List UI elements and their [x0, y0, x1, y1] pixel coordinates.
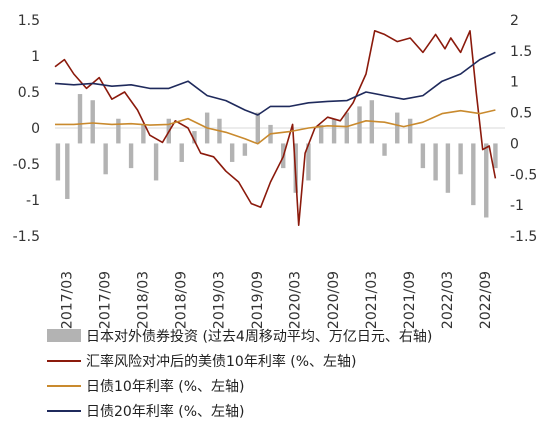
x-tick-label: 2020/03 — [288, 271, 304, 329]
bar — [318, 124, 324, 144]
right-tick-label: -1.5 — [510, 229, 537, 245]
bar — [382, 143, 387, 156]
left-tick-label: -1 — [26, 193, 40, 209]
bar — [357, 106, 362, 144]
left-axis-ticks: 1.5 1 0.5 0 -0.5 -1 -1.5 — [13, 13, 40, 245]
series-line-1 — [54, 29, 497, 226]
bar-series — [55, 94, 498, 218]
x-tick-label: 2018/09 — [174, 271, 190, 329]
legend-label: 日本对外债券投资 (过去4周移动平均、万亿日元、右轴) — [86, 329, 432, 345]
x-tick-label: 2022/03 — [440, 271, 456, 329]
bar — [493, 143, 498, 169]
x-tick-label: 2021/03 — [364, 271, 380, 329]
bar — [192, 131, 197, 144]
bar — [55, 143, 61, 181]
bar — [65, 143, 70, 199]
bar — [242, 143, 248, 156]
bar — [116, 118, 121, 144]
bar — [306, 143, 311, 181]
legend-swatch-bar — [47, 329, 81, 342]
right-tick-label: 1.5 — [510, 44, 532, 60]
x-tick-label: 2018/03 — [135, 271, 151, 329]
bar — [420, 143, 426, 169]
right-tick-label: 2 — [510, 13, 519, 29]
legend-label: 日债20年利率 (%、左轴) — [86, 403, 245, 420]
x-tick-label: 2019/09 — [250, 271, 266, 329]
bar — [141, 124, 146, 144]
bar — [103, 143, 108, 175]
bar — [90, 100, 95, 144]
legend: 日本对外债券投资 (过去4周移动平均、万亿日元、右轴) 汇率风险对冲后的美债10年… — [47, 329, 432, 420]
bar — [153, 143, 159, 181]
x-tick-label: 2022/09 — [478, 271, 494, 329]
bar — [484, 143, 489, 218]
right-tick-label: 0 — [510, 136, 519, 152]
right-tick-label: -0.5 — [510, 167, 537, 183]
bar — [471, 143, 476, 206]
bar — [407, 118, 413, 144]
series-line-3 — [54, 51, 496, 116]
bar — [433, 143, 438, 181]
x-tick-label: 2020/09 — [326, 271, 342, 329]
left-tick-label: 0 — [31, 121, 40, 137]
left-tick-label: -0.5 — [13, 157, 40, 173]
bar — [179, 143, 184, 162]
x-tick-label: 2019/03 — [211, 271, 227, 329]
legend-label: 汇率风险对冲后的美债10年利率 (%、左轴) — [86, 353, 357, 370]
left-tick-label: 1 — [31, 49, 40, 65]
series-line-2 — [55, 109, 496, 145]
left-tick-label: 1.5 — [18, 13, 40, 29]
bar — [445, 143, 451, 193]
right-tick-label: 1 — [510, 75, 519, 91]
right-tick-label: 0.5 — [510, 106, 532, 122]
bar — [331, 118, 337, 144]
left-tick-label: 0.5 — [18, 85, 40, 101]
right-tick-label: -1 — [510, 198, 524, 214]
bar — [77, 94, 83, 144]
bar — [229, 143, 235, 162]
bar — [128, 143, 134, 169]
bar — [255, 112, 261, 144]
bar — [344, 112, 350, 144]
x-tick-label: 2017/09 — [98, 271, 114, 329]
left-tick-label: -1.5 — [13, 229, 40, 245]
bar — [395, 112, 400, 144]
x-tick-label: 2021/09 — [402, 271, 418, 329]
right-axis-ticks: 2 1.5 1 0.5 0 -0.5 -1 -1.5 — [510, 13, 537, 245]
x-axis-ticks: 2017/03 2017/09 2018/03 2018/09 2019/03 2019/… — [59, 271, 494, 329]
bar — [458, 143, 463, 175]
x-tick-label: 2017/03 — [59, 271, 75, 329]
line-series — [54, 29, 497, 226]
legend-label: 日债10年利率 (%、左轴) — [86, 378, 245, 395]
